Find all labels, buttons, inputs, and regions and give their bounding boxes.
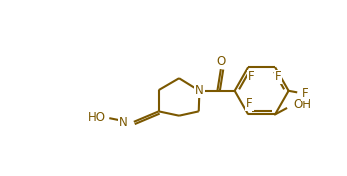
- Text: N: N: [119, 116, 128, 129]
- Text: F: F: [302, 87, 308, 100]
- Text: O: O: [216, 55, 226, 68]
- Text: OH: OH: [293, 98, 311, 111]
- Text: N: N: [195, 84, 204, 97]
- Text: F: F: [248, 70, 254, 83]
- Text: HO: HO: [88, 111, 106, 124]
- Text: F: F: [246, 97, 253, 110]
- Text: F: F: [274, 70, 281, 83]
